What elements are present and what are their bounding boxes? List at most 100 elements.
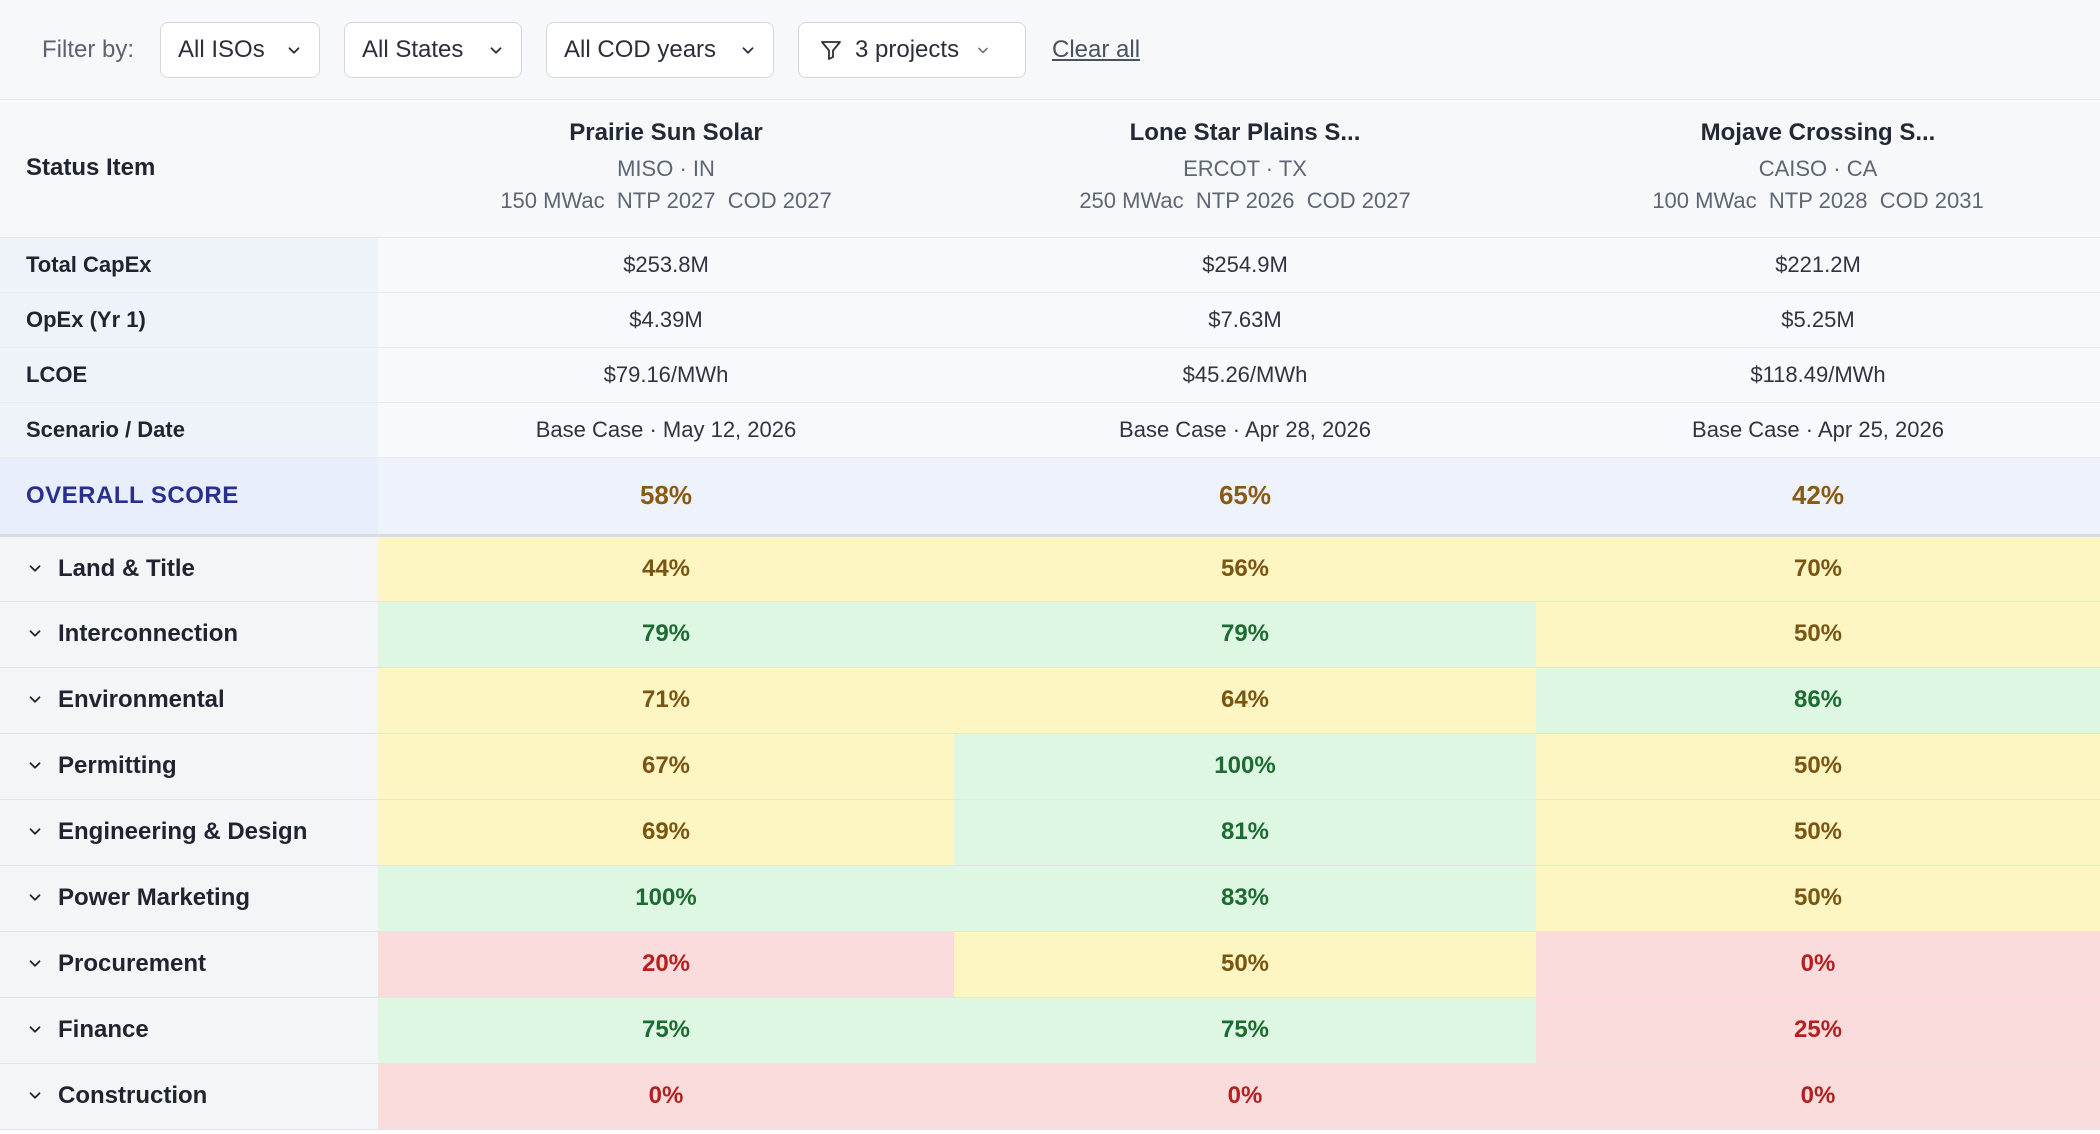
info-row-label: Scenario / Date: [0, 402, 378, 458]
category-score-cell: 75%: [954, 997, 1536, 1064]
project-location: CAISO · CA: [1758, 156, 1878, 182]
info-row-value: Base Case · Apr 25, 2026: [1536, 402, 2100, 458]
state-filter-value: All States: [362, 35, 464, 63]
info-row-value: $118.49/MWh: [1536, 347, 2100, 403]
project-specs: 250 MWac NTP 2026 COD 2027: [1079, 188, 1411, 214]
chevron-down-icon[interactable]: [26, 624, 44, 642]
chevron-down-icon: [288, 46, 300, 54]
chevron-down-icon[interactable]: [26, 559, 44, 577]
category-score-cell: 0%: [1536, 931, 2100, 998]
category-score-cell: 79%: [378, 601, 954, 668]
category-toggle[interactable]: Land & Title: [0, 535, 378, 602]
info-row: Total CapEx $253.8M $254.9M $221.2M: [0, 237, 2100, 293]
category-label: Engineering & Design: [58, 818, 308, 845]
chevron-down-icon[interactable]: [26, 822, 44, 840]
project-location: MISO · IN: [617, 156, 715, 182]
category-score-cell: 79%: [954, 601, 1536, 668]
status-comparison-table: Status Item Prairie Sun Solar MISO · IN …: [0, 100, 2100, 1130]
category-row[interactable]: Power Marketing 100% 83% 50%: [0, 865, 2100, 932]
category-label: Construction: [58, 1082, 208, 1109]
chevron-down-icon[interactable]: [26, 1086, 44, 1104]
category-score-cell: 20%: [378, 931, 954, 998]
category-score-cell: 70%: [1536, 535, 2100, 602]
category-toggle[interactable]: Finance: [0, 997, 378, 1064]
project-header[interactable]: Prairie Sun Solar MISO · IN 150 MWac NTP…: [378, 100, 954, 238]
chevron-down-icon[interactable]: [26, 888, 44, 906]
category-score-cell: 83%: [954, 865, 1536, 932]
category-score-cell: 44%: [378, 535, 954, 602]
category-toggle[interactable]: Interconnection: [0, 601, 378, 668]
category-score-cell: 71%: [378, 667, 954, 734]
info-row-label: Total CapEx: [0, 237, 378, 293]
category-score-cell: 0%: [954, 1063, 1536, 1130]
info-row-value: $79.16/MWh: [378, 347, 954, 403]
category-score-cell: 25%: [1536, 997, 2100, 1064]
project-filter-value: 3 projects: [855, 35, 960, 63]
category-toggle[interactable]: Procurement: [0, 931, 378, 998]
category-label: Land & Title: [58, 554, 195, 582]
chevron-down-icon: [978, 47, 988, 53]
category-row[interactable]: Environmental 71% 64% 86%: [0, 667, 2100, 734]
category-score-cell: 50%: [1536, 601, 2100, 668]
category-score-cell: 50%: [1536, 865, 2100, 932]
project-header[interactable]: Lone Star Plains S... ERCOT · TX 250 MWa…: [954, 100, 1536, 238]
cod-year-filter-dropdown[interactable]: All COD years: [546, 21, 775, 78]
project-header[interactable]: Mojave Crossing S... CAISO · CA 100 MWac…: [1536, 100, 2100, 238]
category-row[interactable]: Interconnection 79% 79% 50%: [0, 601, 2100, 668]
project-filter-dropdown[interactable]: 3 projects: [798, 21, 1027, 78]
overall-score-value: 42%: [1536, 457, 2100, 537]
info-row: LCOE $79.16/MWh $45.26/MWh $118.49/MWh: [0, 347, 2100, 403]
cod-year-filter-value: All COD years: [564, 35, 717, 63]
info-row-label: OpEx (Yr 1): [0, 292, 378, 348]
project-name: Lone Star Plains S...: [1129, 119, 1361, 147]
category-toggle[interactable]: Construction: [0, 1063, 378, 1130]
clear-all-link[interactable]: Clear all: [1052, 35, 1141, 63]
overall-score-value: 58%: [378, 457, 954, 537]
category-score-cell: 50%: [954, 931, 1536, 998]
info-row-value: $221.2M: [1536, 237, 2100, 293]
category-toggle[interactable]: Environmental: [0, 667, 378, 734]
chevron-down-icon[interactable]: [26, 690, 44, 708]
info-row-value: $4.39M: [378, 292, 954, 348]
category-score-cell: 50%: [1536, 799, 2100, 866]
category-score-cell: 100%: [378, 865, 954, 932]
category-score-cell: 69%: [378, 799, 954, 866]
chevron-down-icon[interactable]: [26, 954, 44, 972]
chevron-down-icon[interactable]: [26, 756, 44, 774]
project-specs: 150 MWac NTP 2027 COD 2027: [500, 188, 832, 214]
iso-filter-value: All ISOs: [178, 35, 265, 63]
category-score-cell: 50%: [1536, 733, 2100, 800]
category-row[interactable]: Land & Title 44% 56% 70%: [0, 535, 2100, 602]
category-label: Environmental: [58, 686, 225, 713]
category-toggle[interactable]: Engineering & Design: [0, 799, 378, 866]
category-score-cell: 0%: [378, 1063, 954, 1130]
info-row-value: Base Case · Apr 28, 2026: [954, 402, 1536, 458]
category-label: Procurement: [58, 950, 207, 977]
overall-score-row: OVERALL SCORE 58% 65% 42%: [0, 457, 2100, 537]
category-score-cell: 81%: [954, 799, 1536, 866]
info-row-value: $254.9M: [954, 237, 1536, 293]
info-row: OpEx (Yr 1) $4.39M $7.63M $5.25M: [0, 292, 2100, 348]
category-label: Interconnection: [58, 620, 239, 647]
chevron-down-icon[interactable]: [26, 1020, 44, 1038]
category-toggle[interactable]: Permitting: [0, 733, 378, 800]
category-toggle[interactable]: Power Marketing: [0, 865, 378, 932]
category-score-cell: 75%: [378, 997, 954, 1064]
state-filter-dropdown[interactable]: All States: [344, 21, 523, 78]
category-row[interactable]: Permitting 67% 100% 50%: [0, 733, 2100, 800]
category-score-cell: 56%: [954, 535, 1536, 602]
table-header-row: Status Item Prairie Sun Solar MISO · IN …: [0, 100, 2100, 238]
info-row-value: $253.8M: [378, 237, 954, 293]
project-location: ERCOT · TX: [1183, 156, 1307, 182]
info-row-label: LCOE: [0, 347, 378, 403]
category-row[interactable]: Procurement 20% 50% 0%: [0, 931, 2100, 998]
project-name: Prairie Sun Solar: [569, 119, 763, 147]
category-label: Permitting: [58, 752, 177, 779]
category-row[interactable]: Finance 75% 75% 25%: [0, 997, 2100, 1064]
category-row[interactable]: Engineering & Design 69% 81% 50%: [0, 799, 2100, 866]
category-row[interactable]: Construction 0% 0% 0%: [0, 1063, 2100, 1130]
info-row-value: Base Case · May 12, 2026: [378, 402, 954, 458]
filter-bar: Filter by: All ISOs All States All COD y…: [0, 0, 2100, 100]
category-score-cell: 67%: [378, 733, 954, 800]
iso-filter-dropdown[interactable]: All ISOs: [160, 21, 321, 78]
